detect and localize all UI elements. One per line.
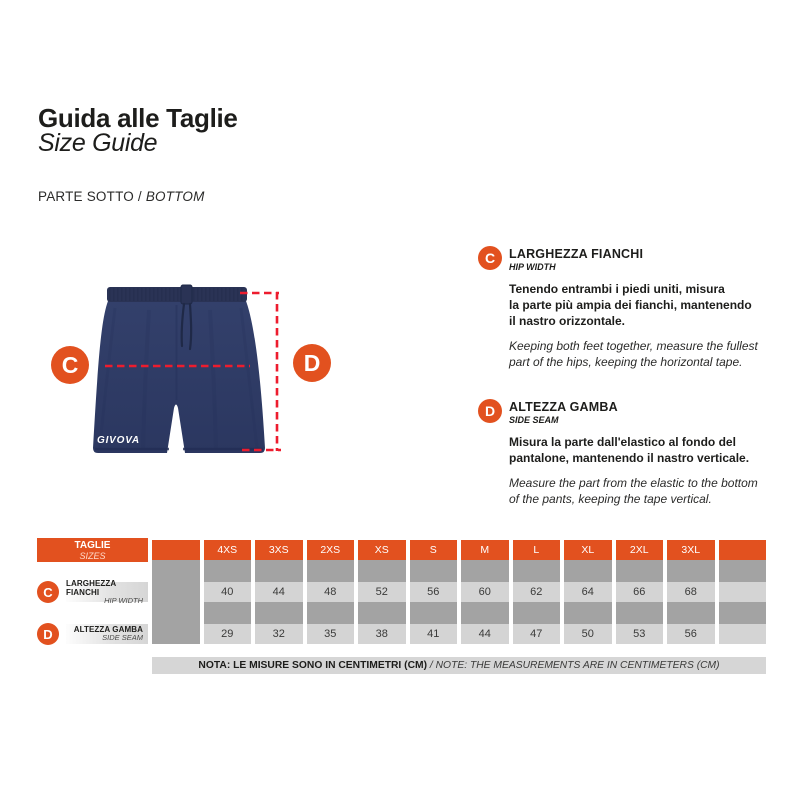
row-label-side-seam: ALTEZZA GAMBA SIDE SEAM [66, 624, 148, 644]
measure-description-it: Misura la parte dall'elastico al fondo d… [509, 435, 750, 465]
table-corner-header-en: SIZES [79, 550, 106, 561]
value-cell: 52 [358, 582, 406, 602]
page-title-english: Size Guide [38, 129, 158, 157]
page-title-italian: Guida alle Taglie [38, 103, 238, 133]
table-separator-row [37, 602, 766, 624]
row-header-side-seam: D ALTEZZA GAMBA SIDE SEAM [37, 623, 148, 645]
value-cell: 66 [615, 582, 663, 602]
units-note-en: NOTE: THE MEASUREMENTS ARE IN CENTIMETER… [435, 660, 720, 671]
measure-name-en: SIDE SEAM [509, 415, 559, 425]
value-cell: 64 [564, 582, 612, 602]
garment-section-en: BOTTOM [145, 189, 205, 204]
value-cell: 32 [255, 624, 303, 644]
value-cell: 35 [306, 624, 354, 644]
value-cell: 60 [461, 582, 509, 602]
table-separator-row [37, 560, 766, 582]
value-cell: 68 [667, 582, 715, 602]
units-note-it: NOTA: LE MISURE SONO IN CENTIMETRI (CM) [198, 660, 428, 671]
value-cell: 41 [409, 624, 457, 644]
table-corner-header: TAGLIE SIZES [37, 538, 148, 562]
table-header-row: TAGLIE SIZES 4XS 3XS 2XS XS S M L XL 2XL… [37, 538, 766, 562]
measure-description-it: Tenendo entrambi i piedi uniti, misura l… [509, 282, 752, 328]
size-col-header: 2XS [306, 540, 354, 560]
measure-description-en: Keeping both feet together, measure the … [509, 339, 758, 369]
row-marker-d: D [37, 623, 59, 645]
table-header-spacer [152, 540, 200, 560]
measure-section-side-seam: D ALTEZZA GAMBA SIDE SEAM Misura la part… [478, 399, 778, 507]
value-cell: 53 [615, 624, 663, 644]
table-row-hip-width: C LARGHEZZA FIANCHI HIP WIDTH 40 44 48 5… [37, 579, 766, 604]
brand-logo: GIVOVA [97, 435, 140, 446]
drawstring-tab [180, 284, 193, 305]
measure-description-en: Measure the part from the elastic to the… [509, 476, 758, 506]
size-col-header: XS [358, 540, 406, 560]
value-cell: 48 [306, 582, 354, 602]
table-header-trailing [718, 540, 766, 560]
garment-section-it: PARTE SOTTO [38, 189, 134, 204]
size-col-header: 4XS [203, 540, 251, 560]
size-col-header: M [461, 540, 509, 560]
size-table: TAGLIE SIZES 4XS 3XS 2XS XS S M L XL 2XL… [37, 538, 766, 645]
page-header: Guida alle Taglie Size Guide [38, 103, 238, 157]
table-row-side-seam: D ALTEZZA GAMBA SIDE SEAM 29 32 35 38 41… [37, 623, 766, 645]
row-label-hip-width: LARGHEZZA FIANCHI HIP WIDTH [66, 579, 148, 604]
units-note-bar: NOTA: LE MISURE SONO IN CENTIMETRI (CM) … [152, 657, 766, 674]
side-seam-marker-large: D [293, 344, 331, 382]
units-note-separator: / [427, 660, 436, 671]
drawstring-cords [180, 302, 193, 351]
table-corner-header-it: TAGLIE [74, 539, 111, 551]
value-cell: 56 [667, 624, 715, 644]
value-cell: 29 [203, 624, 251, 644]
value-cell: 44 [461, 624, 509, 644]
value-cell: 47 [512, 624, 560, 644]
measurement-dashed-lines [105, 291, 281, 452]
value-cell: 62 [512, 582, 560, 602]
measure-name-it: LARGHEZZA FIANCHI [509, 247, 644, 261]
hip-width-marker-large: C [51, 346, 89, 384]
value-cell: 44 [255, 582, 303, 602]
shorts-body [93, 301, 265, 453]
value-cell: 56 [409, 582, 457, 602]
hip-width-marker-small: C [478, 246, 502, 270]
shorts-waistband [107, 287, 247, 302]
garment-section-label: PARTE SOTTO / BOTTOM [38, 189, 205, 204]
size-col-header: 3XL [667, 540, 715, 560]
value-cell: 50 [564, 624, 612, 644]
garment-section-separator: / [133, 189, 146, 204]
row-header-hip-width: C LARGHEZZA FIANCHI HIP WIDTH [37, 579, 148, 604]
value-cell: 38 [358, 624, 406, 644]
measure-name-en: HIP WIDTH [509, 262, 556, 272]
size-col-header: L [512, 540, 560, 560]
side-seam-marker-small: D [478, 399, 502, 423]
shorts-illustration: GIVOVA [93, 284, 281, 453]
size-col-header: XL [564, 540, 612, 560]
value-cell: 40 [203, 582, 251, 602]
size-col-header: 2XL [615, 540, 663, 560]
row-marker-c: C [37, 581, 59, 603]
size-col-header: S [409, 540, 457, 560]
size-col-header: 3XS [255, 540, 303, 560]
measure-section-hip-width: C LARGHEZZA FIANCHI HIP WIDTH Tenendo en… [478, 246, 778, 370]
measure-name-it: ALTEZZA GAMBA [509, 400, 618, 414]
